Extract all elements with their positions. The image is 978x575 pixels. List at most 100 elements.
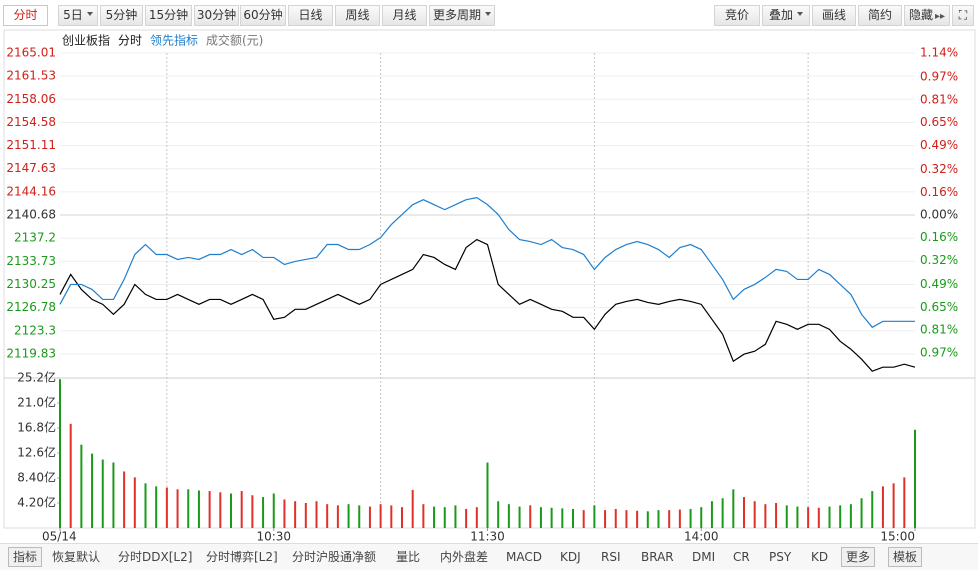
volume-bar [486,462,489,528]
y-tick-label: 2154.58 [6,115,56,129]
volume-tick-label: 21.0亿 [17,395,56,410]
volume-bar [668,510,671,528]
indicator-tab[interactable]: RSI [601,550,621,564]
volume-bar [646,511,649,528]
indicator-tab[interactable]: 分时沪股通净额 [292,550,377,564]
period-button[interactable]: 5日 [58,5,98,26]
volume-bar [743,497,745,528]
y2-tick-label: 0.65% [920,115,958,129]
y-tick-label: 2158.06 [6,92,56,106]
volume-bar [251,495,254,528]
tool-button[interactable]: 叠加 [762,5,810,26]
tool-button[interactable]: 竞价 [714,5,760,26]
volume-bar [529,505,532,528]
period-button[interactable]: 月线 [382,5,427,26]
volume-bar [272,493,275,528]
indicator-tab[interactable]: KD [811,550,829,564]
volume-bar [828,506,831,528]
indicator-tab[interactable]: 分时博弈[L2] [206,550,278,564]
x-tick-label: 14:00 [684,530,719,544]
volume-bar [401,507,403,528]
tool-button[interactable]: 隐藏 [904,5,950,26]
indicator-tab[interactable]: 模板 [888,547,923,567]
indicator-tab[interactable]: BRAR [641,550,674,564]
fullscreen-button[interactable]: ⛶ [952,5,974,26]
volume-bar [539,507,542,528]
volume-bar [732,489,735,528]
indicator-tab[interactable]: PSY [769,550,792,564]
bottom-bar [0,543,978,570]
y2-tick-label: 0.97% [920,70,958,84]
volume-bar [604,510,607,528]
chart-title: 创业板指 [62,33,110,48]
indicator-tab[interactable]: KDJ [560,550,581,564]
legend-entry: 分时 [118,34,142,48]
y-tick-label: 2133.73 [6,254,56,268]
period-button[interactable]: 周线 [335,5,380,26]
period-button[interactable]: 分时 [3,5,48,26]
volume-bar [871,491,874,528]
volume-bar [550,507,553,528]
series-line [59,238,916,372]
series-line [59,197,915,329]
volume-bar [422,504,425,528]
volume-bar [230,493,232,528]
indicator-tab[interactable]: 指标 [8,547,43,567]
volume-bar [144,483,147,528]
indicator-tab[interactable]: 内外盘差 [440,550,489,564]
period-button[interactable]: 60分钟 [240,5,286,26]
volume-bar [582,510,585,528]
legend-entry: 成交额(元) [206,33,263,48]
period-button[interactable]: 30分钟 [194,5,239,26]
indicator-tab[interactable]: 分时DDX[L2] [118,550,193,564]
y-tick-label: 2165.01 [6,46,56,60]
volume-bar [572,508,574,528]
x-tick-label: 05/14 [42,530,77,544]
volume-bar [197,490,200,528]
volume-bar [914,429,916,528]
y-tick-label: 2119.83 [6,346,56,360]
period-button[interactable]: 5分钟 [100,5,143,26]
volume-bar [80,444,83,528]
volume-bar [561,508,564,528]
volume-tick-label: 25.2亿 [17,370,56,385]
volume-bar [262,497,265,528]
volume-bar [497,501,500,528]
indicator-tab[interactable]: DMI [692,550,716,564]
indicator-tab[interactable]: 量比 [396,550,421,564]
tool-button[interactable]: 画线 [812,5,856,26]
y2-tick-label: 0.65% [920,300,958,314]
volume-bar [187,489,190,528]
tool-button[interactable]: 简约 [858,5,902,26]
volume-tick-label: 12.6亿 [17,445,56,460]
period-button[interactable]: 日线 [288,5,333,26]
indicator-tab[interactable]: MACD [506,550,542,564]
indicator-tab[interactable]: CR [733,550,750,564]
volume-bar [721,498,724,528]
indicator-tab[interactable]: 更多 [841,547,876,567]
volume-bar [657,510,660,528]
volume-bar [390,505,393,528]
volume-bar [294,501,297,528]
volume-bar [347,504,350,528]
y2-tick-label: 0.00% [920,208,958,222]
volume-bar [518,506,521,528]
volume-bar [283,499,286,528]
volume-bar [625,510,628,528]
volume-bar [881,486,884,528]
y2-tick-label: 0.97% [920,345,958,359]
y2-tick-label: 0.49% [920,277,958,291]
volume-bar [817,507,820,528]
volume-bar [101,459,104,528]
y-tick-label: 2126.78 [6,300,56,314]
volume-bar [614,508,617,528]
y-tick-label: 2151.11 [6,138,56,152]
period-button[interactable]: 更多周期 [429,5,495,26]
period-button[interactable]: 15分钟 [145,5,192,26]
volume-bar [379,504,382,528]
indicator-tab[interactable]: 恢复默认 [52,550,101,564]
volume-bar [465,508,468,528]
volume-bar [315,501,318,528]
volume-bar [785,505,788,528]
